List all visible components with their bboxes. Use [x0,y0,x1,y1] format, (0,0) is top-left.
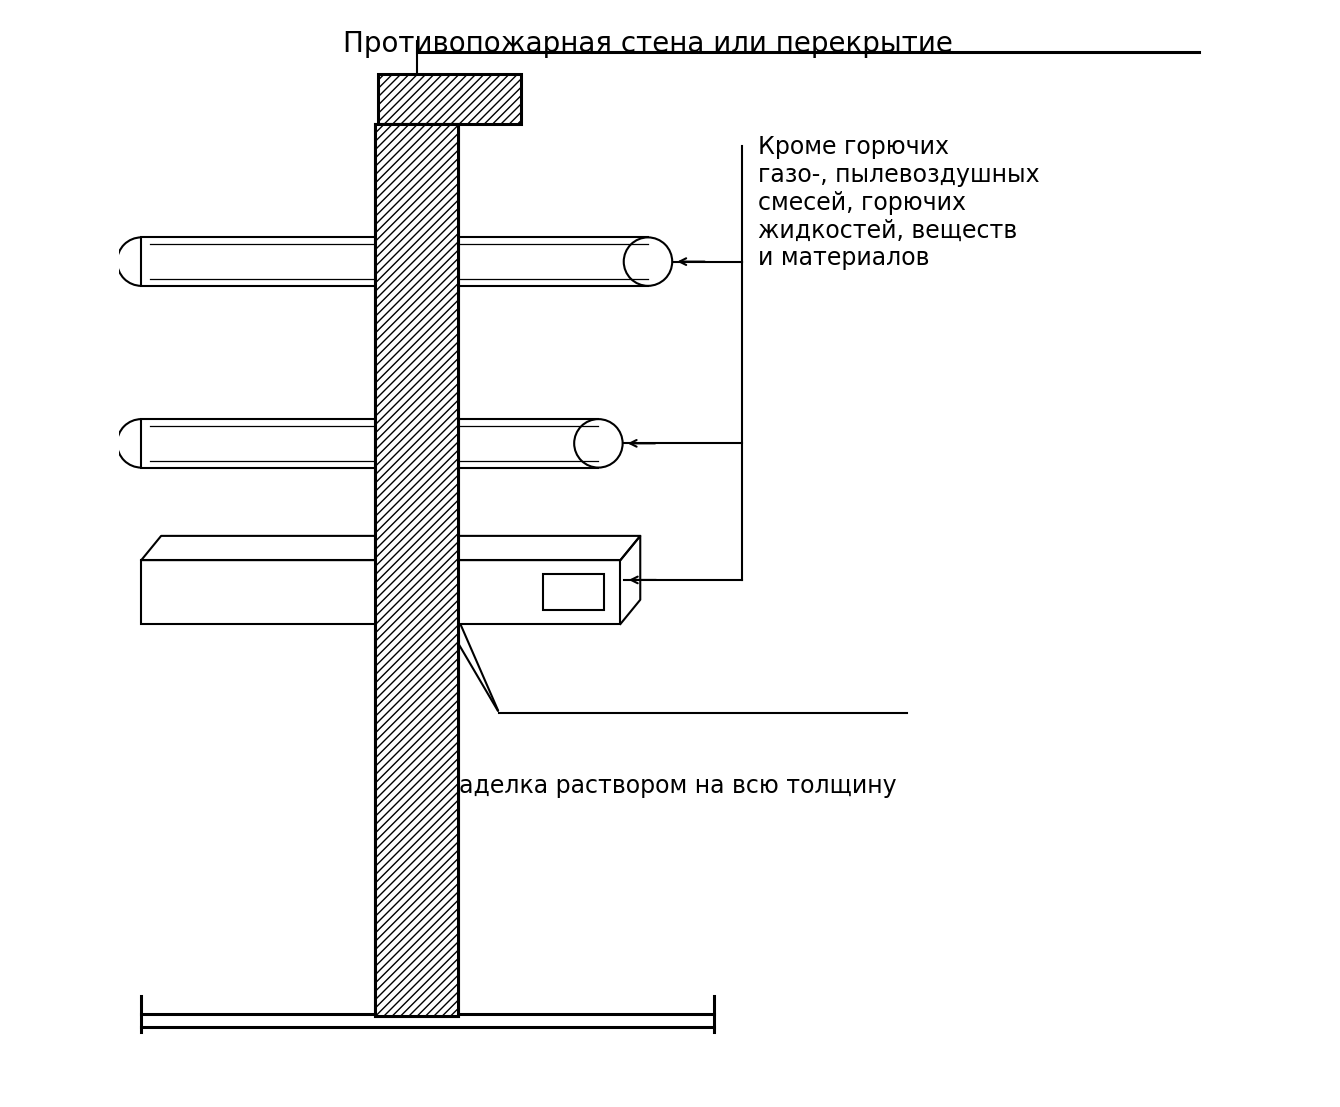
Bar [375,124,458,1016]
Bar [141,420,599,467]
Text: Кроме горючих
газо-, пылевоздушных
смесей, горючих
жидкостей, веществ
и материал: Кроме горючих газо-, пылевоздушных смесе… [758,135,1040,270]
Bar [141,237,649,286]
Text: Заделка раствором на всю толщину: Заделка раствором на всю толщину [444,774,896,798]
Circle shape [623,237,673,286]
Bar [378,74,521,124]
Bar [141,560,620,624]
Bar [141,560,620,624]
Circle shape [574,420,623,467]
Bar [375,124,458,1016]
Bar [141,237,649,286]
Bar [141,420,599,467]
Bar [543,575,604,610]
Text: Противопожарная стена или перекрытие: Противопожарная стена или перекрытие [343,30,953,59]
